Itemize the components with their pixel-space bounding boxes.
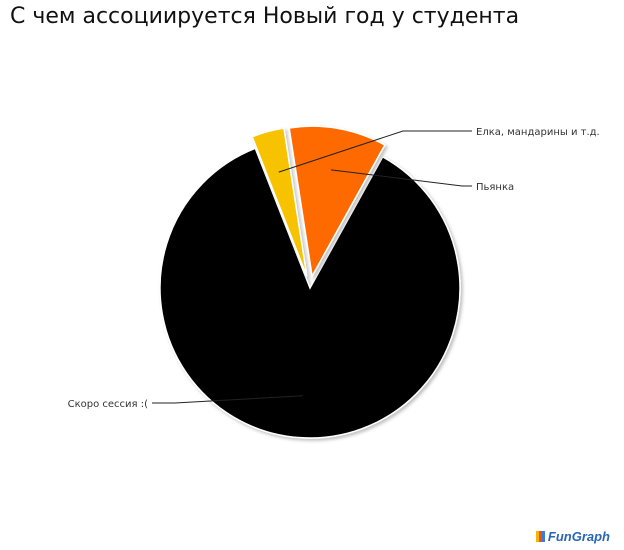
slice-party: [288, 125, 386, 279]
chart-title: С чем ассоциируется Новый год у студента: [10, 4, 520, 29]
slice-tree: [251, 127, 308, 277]
bar-chart-icon: [535, 531, 545, 542]
slice-label: Пьянка: [476, 182, 514, 193]
leader-line: [330, 169, 472, 187]
fungraph-logo: FunGraph: [535, 529, 610, 544]
slice-label: Скоро сессия :(: [68, 399, 148, 410]
logo-text: FunGraph: [547, 529, 610, 544]
leader-line: [278, 130, 472, 173]
slice-session: [159, 147, 461, 439]
slice-label: Елка, мандарины и т.д.: [476, 127, 600, 138]
leader-line: [152, 395, 303, 404]
